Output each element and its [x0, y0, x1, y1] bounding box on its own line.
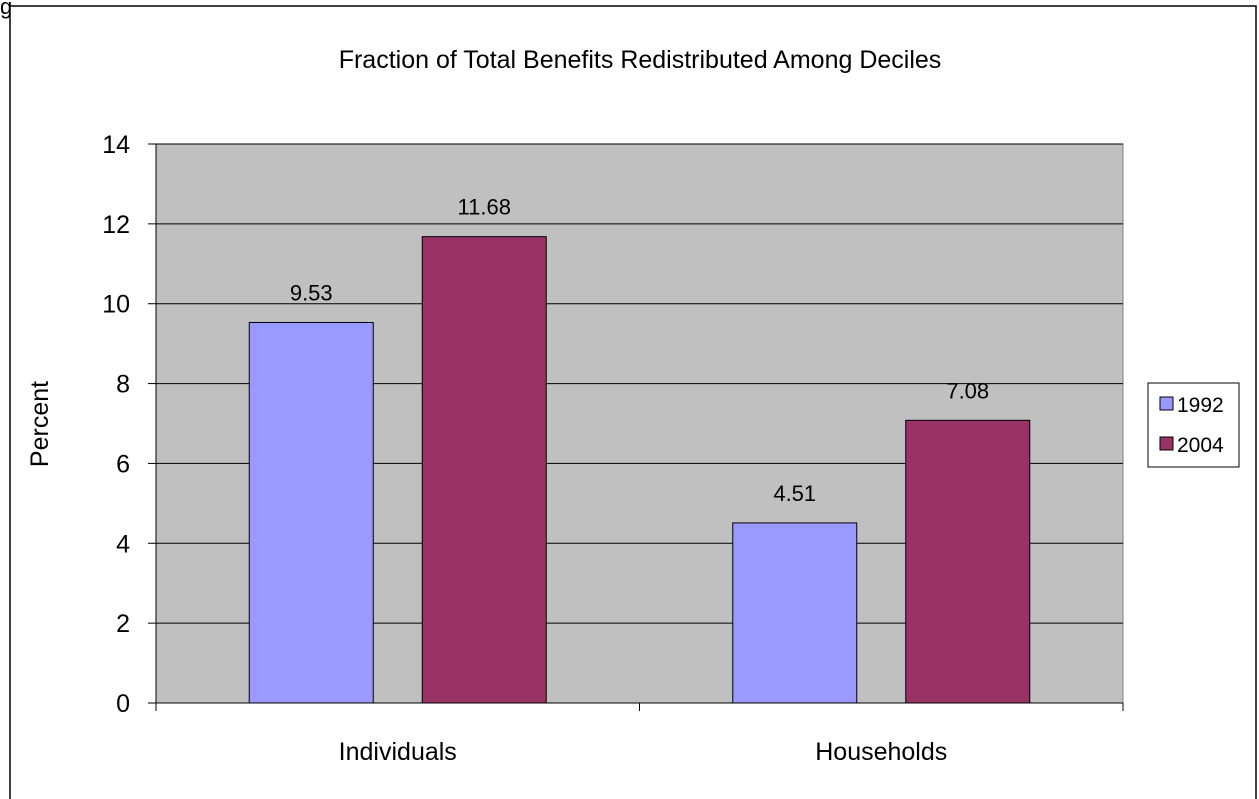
data-label-individuals-1992: 9.53: [290, 280, 333, 305]
bar-individuals-1992: [248, 321, 374, 704]
legend-swatch-2004: [1159, 436, 1174, 451]
legend: 1992 2004: [1147, 382, 1240, 468]
y-tick-label-0: 0: [116, 690, 130, 718]
y-tick-label-12: 12: [102, 211, 130, 239]
y-tick-label-14: 14: [102, 131, 130, 159]
y-tick-label-6: 6: [116, 450, 130, 478]
axes: [148, 143, 1124, 711]
bars: [248, 236, 1031, 704]
y-tick-label-2: 2: [116, 610, 130, 638]
chart-title: Fraction of Total Benefits Redistributed…: [339, 46, 942, 74]
x-tick-label-individuals: Individuals: [339, 738, 457, 766]
y-axis-label: Percent: [26, 381, 54, 467]
bar-individuals-2004: [421, 236, 547, 704]
x-tick-labels: Individuals Households: [339, 738, 948, 766]
data-label-households-1992: 4.51: [773, 481, 816, 506]
bar-households-1992: [732, 522, 858, 704]
y-tick-labels: 0 2 4 6 8 10 12 14: [102, 131, 130, 718]
data-labels: 9.53 11.68 4.51 7.08: [290, 195, 989, 506]
bar-households-2004: [905, 419, 1031, 704]
y-tick-label-4: 4: [116, 530, 130, 558]
legend-swatch-1992: [1159, 396, 1174, 411]
data-label-households-2004: 7.08: [946, 378, 989, 403]
corner-fragment: g: [0, 0, 12, 19]
y-tick-label-8: 8: [116, 371, 130, 399]
data-label-individuals-2004: 11.68: [458, 195, 511, 220]
legend-label-2004: 2004: [1177, 434, 1224, 457]
y-tick-label-10: 10: [102, 291, 130, 319]
legend-label-1992: 1992: [1177, 394, 1224, 417]
x-tick-label-households: Households: [815, 738, 947, 766]
